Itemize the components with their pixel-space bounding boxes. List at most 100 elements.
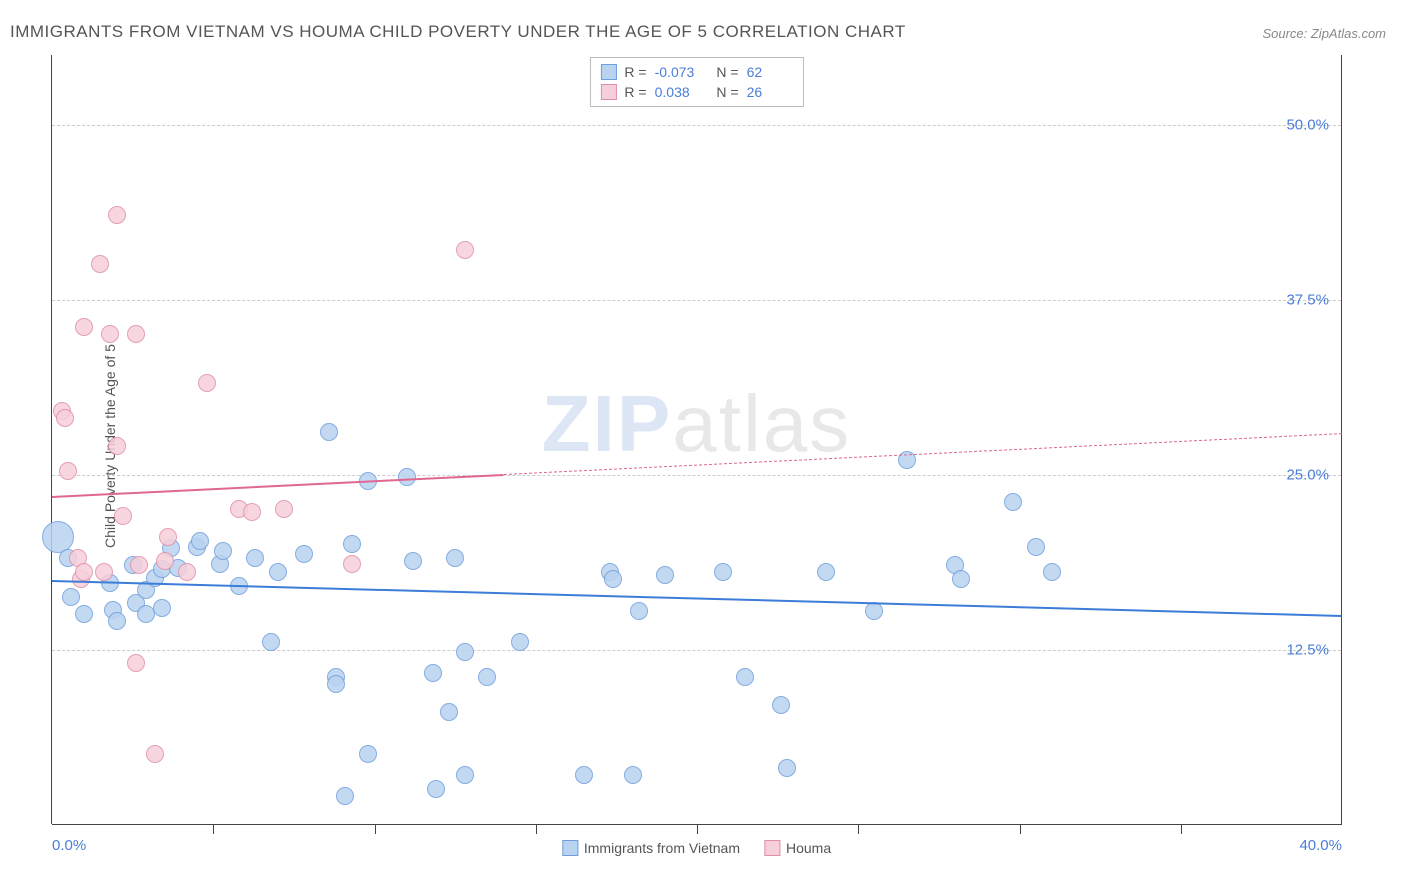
- trendline: [52, 474, 504, 498]
- data-point: [320, 423, 338, 441]
- data-point: [269, 563, 287, 581]
- data-point: [153, 599, 171, 617]
- data-point: [178, 563, 196, 581]
- data-point: [456, 643, 474, 661]
- data-point: [656, 566, 674, 584]
- data-point: [343, 555, 361, 573]
- data-point: [91, 255, 109, 273]
- data-point: [343, 535, 361, 553]
- data-point: [108, 206, 126, 224]
- x-axis-max-label: 40.0%: [1299, 837, 1342, 854]
- data-point: [62, 588, 80, 606]
- legend-label: Immigrants from Vietnam: [584, 840, 740, 856]
- gridline: [52, 475, 1341, 476]
- x-tick: [697, 824, 698, 834]
- data-point: [243, 503, 261, 521]
- data-point: [262, 633, 280, 651]
- r-value: -0.073: [655, 64, 701, 80]
- n-label: N =: [709, 64, 739, 80]
- data-point: [456, 766, 474, 784]
- data-point: [246, 549, 264, 567]
- data-point: [778, 759, 796, 777]
- x-tick: [1181, 824, 1182, 834]
- y-tick-label: 50.0%: [1286, 117, 1329, 134]
- data-point: [214, 542, 232, 560]
- data-point: [127, 325, 145, 343]
- n-value: 26: [747, 84, 793, 100]
- r-value: 0.038: [655, 84, 701, 100]
- data-point: [327, 675, 345, 693]
- data-point: [75, 605, 93, 623]
- legend-item: Immigrants from Vietnam: [562, 840, 740, 856]
- data-point: [478, 668, 496, 686]
- x-tick: [1020, 824, 1021, 834]
- data-point: [146, 745, 164, 763]
- data-point: [101, 325, 119, 343]
- data-point: [275, 500, 293, 518]
- trendline: [52, 580, 1342, 617]
- data-point: [1004, 493, 1022, 511]
- data-point: [156, 552, 174, 570]
- series-legend: Immigrants from Vietnam Houma: [562, 840, 831, 856]
- data-point: [427, 780, 445, 798]
- data-point: [59, 462, 77, 480]
- data-point: [446, 549, 464, 567]
- data-point: [404, 552, 422, 570]
- x-tick: [375, 824, 376, 834]
- data-point: [817, 563, 835, 581]
- legend-swatch: [600, 64, 616, 80]
- legend-swatch: [562, 840, 578, 856]
- data-point: [398, 468, 416, 486]
- watermark: ZIPatlas: [542, 378, 851, 470]
- n-value: 62: [747, 64, 793, 80]
- data-point: [604, 570, 622, 588]
- gridline: [52, 125, 1341, 126]
- legend-swatch: [764, 840, 780, 856]
- data-point: [575, 766, 593, 784]
- legend-stats-box: R = -0.073 N = 62R = 0.038 N = 26: [589, 57, 803, 107]
- data-point: [75, 318, 93, 336]
- data-point: [865, 602, 883, 620]
- data-point: [630, 602, 648, 620]
- data-point: [440, 703, 458, 721]
- data-point: [1027, 538, 1045, 556]
- x-axis-min-label: 0.0%: [52, 837, 86, 854]
- data-point: [159, 528, 177, 546]
- source-attribution: Source: ZipAtlas.com: [1262, 26, 1386, 41]
- watermark-bold: ZIP: [542, 379, 672, 468]
- data-point: [114, 507, 132, 525]
- r-label: R =: [624, 84, 646, 100]
- legend-label: Houma: [786, 840, 831, 856]
- data-point: [130, 556, 148, 574]
- legend-stat-row: R = -0.073 N = 62: [600, 62, 792, 82]
- legend-swatch: [600, 84, 616, 100]
- x-tick: [536, 824, 537, 834]
- chart-plot-area: ZIPatlas R = -0.073 N = 62R = 0.038 N = …: [52, 55, 1342, 825]
- y-tick-label: 37.5%: [1286, 292, 1329, 309]
- data-point: [511, 633, 529, 651]
- data-point: [108, 437, 126, 455]
- gridline: [52, 300, 1341, 301]
- legend-stat-row: R = 0.038 N = 26: [600, 82, 792, 102]
- data-point: [714, 563, 732, 581]
- chart-title: IMMIGRANTS FROM VIETNAM VS HOUMA CHILD P…: [10, 22, 906, 42]
- data-point: [952, 570, 970, 588]
- watermark-thin: atlas: [672, 379, 851, 468]
- n-label: N =: [709, 84, 739, 100]
- data-point: [456, 241, 474, 259]
- r-label: R =: [624, 64, 646, 80]
- legend-item: Houma: [764, 840, 831, 856]
- data-point: [127, 654, 145, 672]
- data-point: [75, 563, 93, 581]
- data-point: [95, 563, 113, 581]
- x-tick: [858, 824, 859, 834]
- data-point: [736, 668, 754, 686]
- data-point: [336, 787, 354, 805]
- data-point: [198, 374, 216, 392]
- data-point: [295, 545, 313, 563]
- data-point: [108, 612, 126, 630]
- data-point: [56, 409, 74, 427]
- gridline: [52, 650, 1341, 651]
- data-point: [772, 696, 790, 714]
- x-tick: [213, 824, 214, 834]
